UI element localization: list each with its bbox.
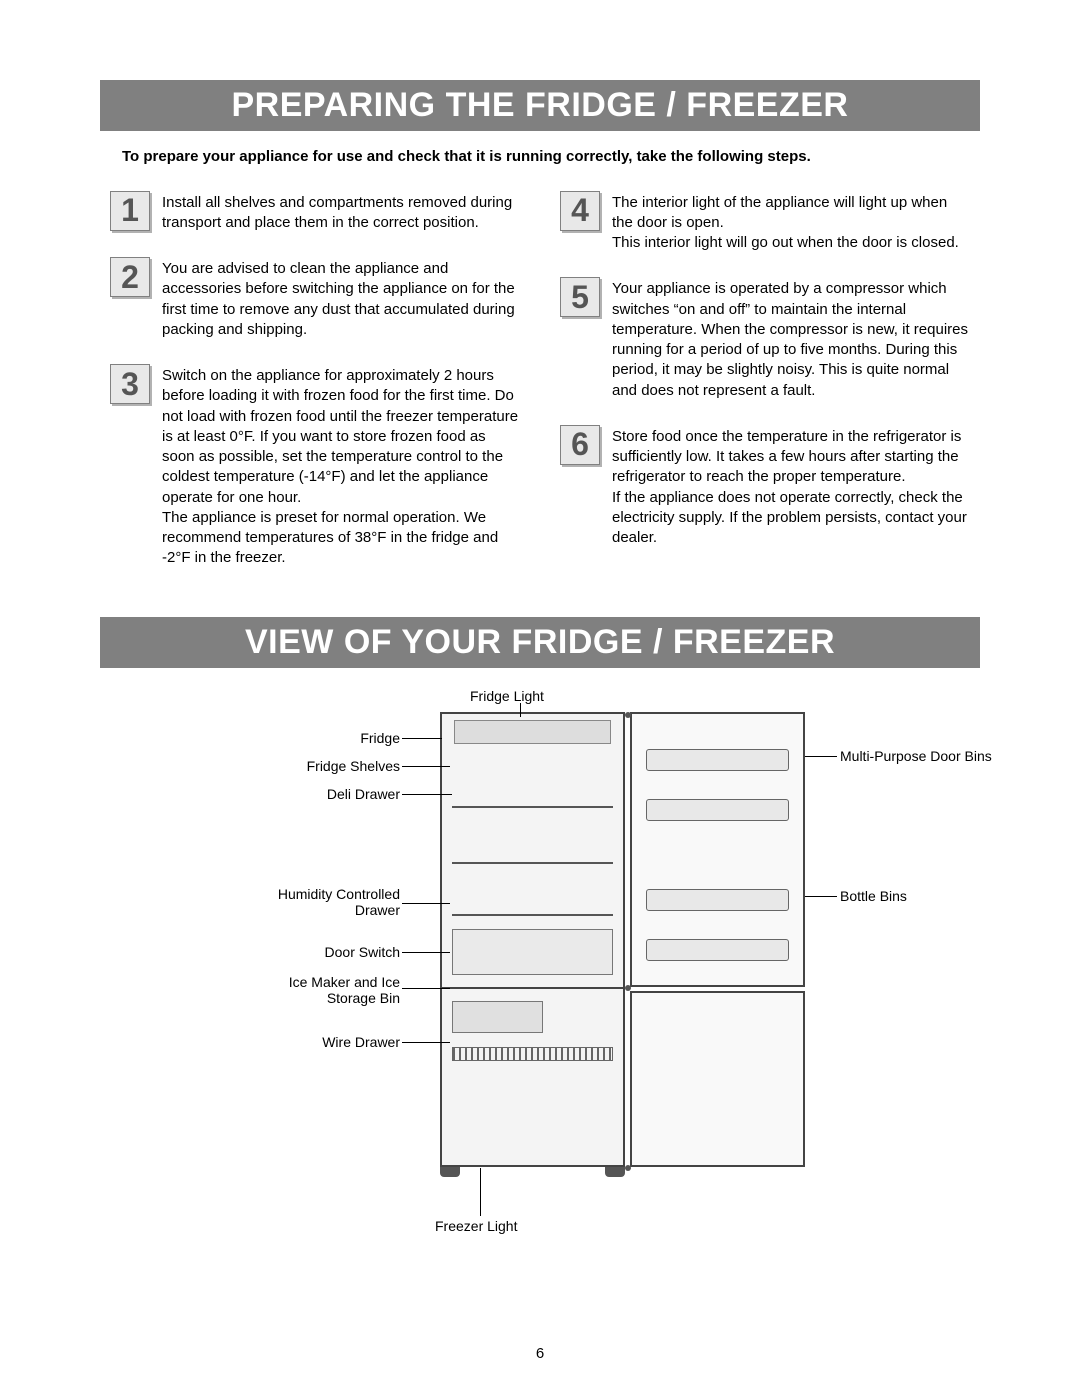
step-number: 3 <box>110 364 150 404</box>
label-bottle-bins: Bottle Bins <box>840 888 960 905</box>
step-text: You are advised to clean the appliance a… <box>162 257 520 340</box>
steps-container: 1 Install all shelves and compartments r… <box>110 191 970 569</box>
label-wire-drawer: Wire Drawer <box>280 1034 400 1051</box>
leader-line <box>805 896 837 897</box>
freezer-door-graphic <box>630 991 805 1167</box>
label-fridge: Fridge <box>280 730 400 747</box>
leader-line <box>402 903 450 904</box>
steps-left-column: 1 Install all shelves and compartments r… <box>110 191 520 569</box>
leader-line <box>402 1042 450 1043</box>
fridge-door-graphic <box>630 712 805 987</box>
step-2: 2 You are advised to clean the appliance… <box>110 257 520 340</box>
door-bin-graphic <box>646 939 789 961</box>
fridge-legs <box>440 1167 625 1183</box>
door-bin-graphic <box>646 749 789 771</box>
door-bin-graphic <box>646 799 789 821</box>
ice-maker-graphic <box>452 1001 543 1033</box>
label-door-switch: Door Switch <box>280 944 400 961</box>
fridge-body-graphic <box>440 712 625 1167</box>
section-header-preparing: PREPARING THE FRIDGE / FREEZER <box>100 80 980 131</box>
step-text: Your appliance is operated by a compress… <box>612 277 970 401</box>
leader-line <box>402 766 450 767</box>
label-ice-maker: Ice Maker and Ice Storage Bin <box>270 974 400 1008</box>
label-freezer-light: Freezer Light <box>435 1218 555 1235</box>
step-number: 6 <box>560 425 600 465</box>
hinge-graphic <box>625 985 631 991</box>
step-number: 5 <box>560 277 600 317</box>
shelf-graphic <box>452 806 613 808</box>
step-text: Switch on the appliance for approximatel… <box>162 364 520 569</box>
leg-graphic <box>440 1167 460 1177</box>
leader-line <box>805 756 837 757</box>
step-text: Store food once the temperature in the r… <box>612 425 970 549</box>
leader-line <box>402 794 452 795</box>
step-6: 6 Store food once the temperature in the… <box>560 425 970 549</box>
step-text: Install all shelves and compartments rem… <box>162 191 520 234</box>
humidity-drawer-graphic <box>452 929 613 975</box>
step-1: 1 Install all shelves and compartments r… <box>110 191 520 234</box>
fridge-diagram: Fridge Light Fridge Fridge Shelves Deli … <box>100 688 980 1248</box>
step-number: 2 <box>110 257 150 297</box>
section-header-view: VIEW OF YOUR FRIDGE / FREEZER <box>100 617 980 668</box>
leader-line <box>402 988 450 989</box>
leader-line <box>402 738 442 739</box>
leader-line <box>480 1168 481 1216</box>
freezer-compartment <box>442 989 623 1165</box>
shelf-graphic <box>452 914 613 916</box>
leader-line <box>402 952 450 953</box>
step-number: 4 <box>560 191 600 231</box>
shelf-graphic <box>452 862 613 864</box>
leg-graphic <box>605 1167 625 1177</box>
label-multi-bins: Multi-Purpose Door Bins <box>840 748 1020 765</box>
leader-line <box>520 703 521 717</box>
step-3: 3 Switch on the appliance for approximat… <box>110 364 520 569</box>
step-text: The interior light of the appliance will… <box>612 191 970 254</box>
label-fridge-shelves: Fridge Shelves <box>280 758 400 775</box>
step-number: 1 <box>110 191 150 231</box>
step-5: 5 Your appliance is operated by a compre… <box>560 277 970 401</box>
steps-right-column: 4 The interior light of the appliance wi… <box>560 191 970 569</box>
label-humidity-drawer: Humidity Controlled Drawer <box>270 886 400 920</box>
page-number: 6 <box>0 1345 1080 1362</box>
step-4: 4 The interior light of the appliance wi… <box>560 191 970 254</box>
hinge-graphic <box>625 712 631 718</box>
fridge-upper-compartment <box>442 714 623 989</box>
hinge-graphic <box>625 1165 631 1171</box>
wire-drawer-graphic <box>452 1047 613 1061</box>
intro-text: To prepare your appliance for use and ch… <box>122 147 958 167</box>
label-deli-drawer: Deli Drawer <box>280 786 400 803</box>
fridge-light-graphic <box>454 720 611 744</box>
door-bin-graphic <box>646 889 789 911</box>
